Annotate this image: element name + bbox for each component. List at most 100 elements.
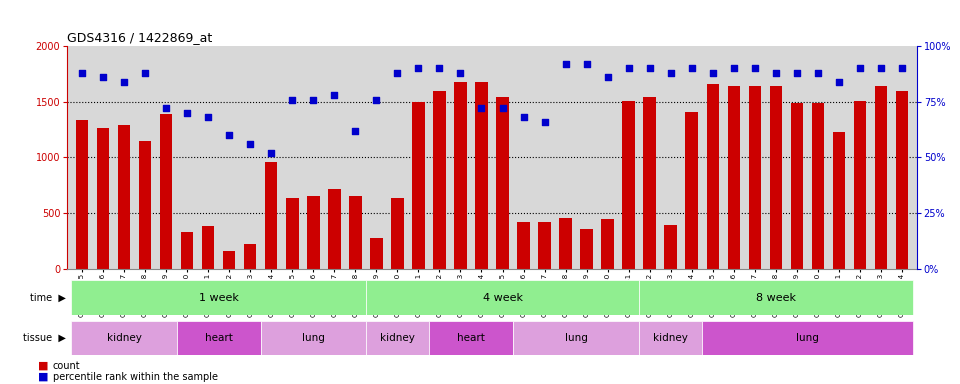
Point [789,70,804,76]
Text: lung: lung [564,333,588,343]
Point [95,74,110,80]
Bar [560,218,572,269]
Bar [328,189,341,269]
Point [432,65,447,71]
Text: ■: ■ [38,372,49,382]
Bar [412,102,424,269]
Bar [581,229,593,269]
Bar [307,197,320,269]
Bar [664,225,677,269]
Text: percentile rank within the sample: percentile rank within the sample [53,372,218,382]
Text: ■: ■ [38,361,49,371]
Point [621,65,636,71]
Point [222,132,237,138]
Bar [177,321,261,355]
Bar [366,280,639,315]
Point [348,127,363,134]
Bar [159,114,173,269]
Bar [286,197,299,269]
Point [369,96,384,103]
Point [474,105,490,111]
Bar [728,86,740,269]
Bar [749,86,761,269]
Bar [703,321,913,355]
Bar [454,82,467,269]
Bar [180,232,193,269]
Bar [71,321,177,355]
Bar [429,321,513,355]
Text: kidney: kidney [380,333,415,343]
Bar [261,321,366,355]
Bar [366,321,429,355]
Point [706,70,721,76]
Point [684,65,700,71]
Bar [223,251,235,269]
Point [810,70,826,76]
Bar [138,141,152,269]
Bar [811,103,825,269]
Point [537,119,552,125]
Point [180,110,195,116]
Bar [875,86,887,269]
Bar [244,244,256,269]
Point [558,61,573,67]
Bar [539,222,551,269]
Bar [513,321,639,355]
Bar [433,91,445,269]
Point [411,65,426,71]
Point [579,61,594,67]
Bar [770,86,782,269]
Text: 8 week: 8 week [756,293,796,303]
Point [516,114,531,121]
Bar [496,97,509,269]
Text: heart: heart [457,333,485,343]
Bar [97,129,109,269]
Bar [265,162,277,269]
Point [158,105,174,111]
Bar [370,238,383,269]
Point [284,96,300,103]
Point [642,65,658,71]
Point [326,92,342,98]
Text: lung: lung [796,333,819,343]
Point [831,79,847,85]
Bar [76,119,88,269]
Bar [118,125,131,269]
Point [116,79,132,85]
Bar [517,222,530,269]
Point [201,114,216,121]
Bar [707,84,719,269]
Text: heart: heart [204,333,232,343]
Bar [475,82,488,269]
Text: time  ▶: time ▶ [31,293,66,303]
Point [895,65,910,71]
Point [726,65,741,71]
Point [874,65,889,71]
Text: 4 week: 4 week [483,293,522,303]
Bar [896,91,908,269]
Bar [685,112,698,269]
Point [305,96,321,103]
Bar [643,97,656,269]
Bar [71,280,366,315]
Point [390,70,405,76]
Point [747,65,762,71]
Bar [622,101,635,269]
Text: kidney: kidney [654,333,688,343]
Bar [391,197,403,269]
Bar [202,227,214,269]
Bar [832,132,846,269]
Bar [791,103,804,269]
Point [137,70,153,76]
Bar [639,280,913,315]
Point [600,74,615,80]
Point [74,70,89,76]
Point [768,70,783,76]
Point [663,70,679,76]
Text: lung: lung [301,333,324,343]
Bar [853,101,866,269]
Bar [639,321,703,355]
Point [494,105,510,111]
Text: kidney: kidney [107,333,141,343]
Point [243,141,258,147]
